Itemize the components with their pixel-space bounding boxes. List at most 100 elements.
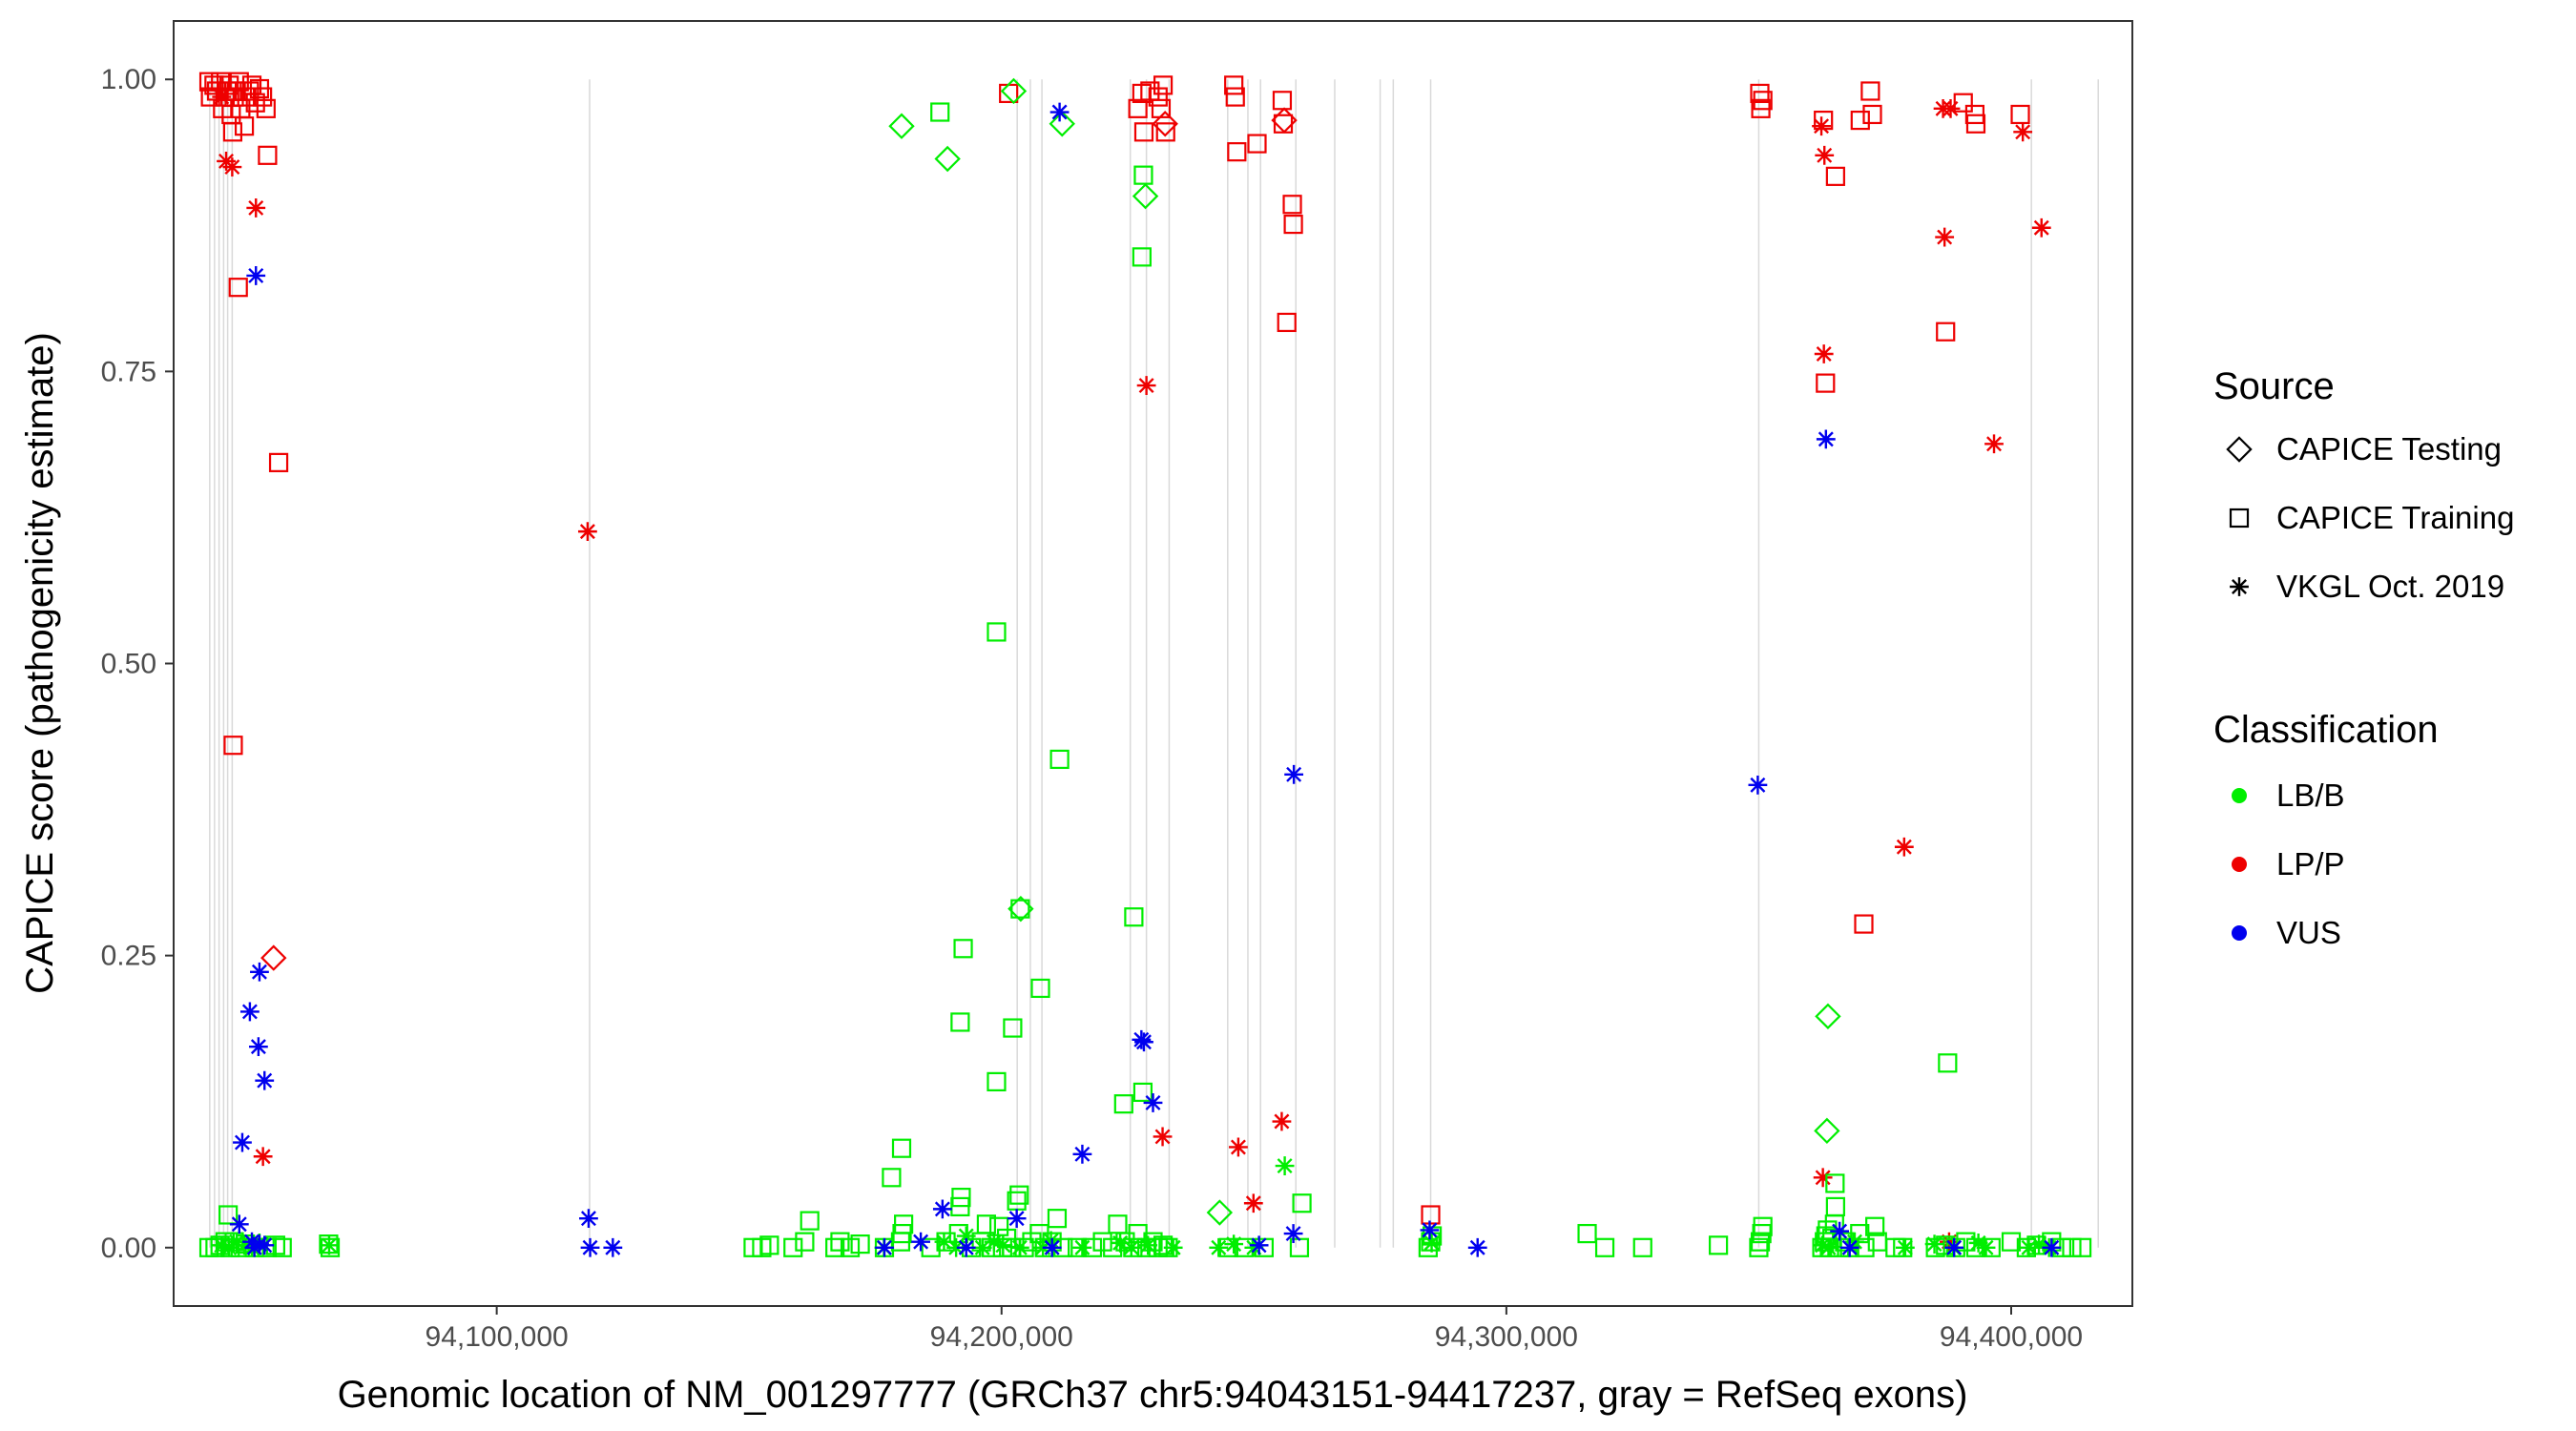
data-point xyxy=(1816,429,1836,449)
data-point xyxy=(239,81,260,101)
data-point xyxy=(1132,1082,1153,1103)
data-point xyxy=(850,1234,870,1255)
data-point xyxy=(256,98,276,118)
y-axis: 0.00 0.25 0.50 0.75 1.00 xyxy=(101,64,174,1264)
legend-source-items: CAPICE Testing CAPICE Training VKGL Oct. 2… xyxy=(2226,431,2514,604)
data-point xyxy=(1825,1196,1845,1217)
data-point xyxy=(1155,122,1175,142)
data-point xyxy=(2019,1237,2039,1257)
data-point xyxy=(1894,837,1914,857)
data-point xyxy=(1839,1237,1859,1257)
data-point xyxy=(1895,1237,1915,1257)
data-point xyxy=(1275,1156,1295,1175)
data-point xyxy=(1249,1235,1269,1255)
data-point xyxy=(1284,764,1304,784)
data-point xyxy=(1271,107,1298,134)
data-point xyxy=(1272,1111,1292,1131)
data-point xyxy=(1121,1237,1141,1257)
data-point xyxy=(1830,1221,1850,1241)
data-point xyxy=(1209,1237,1229,1257)
x-tick-label: 94,100,000 xyxy=(426,1321,569,1353)
data-point xyxy=(1814,1117,1840,1145)
data-point xyxy=(2010,104,2030,125)
data-point xyxy=(1749,1237,1769,1257)
data-point xyxy=(1854,914,1874,934)
data-point xyxy=(1277,312,1297,333)
data-point xyxy=(1594,1237,1615,1257)
data-point xyxy=(1049,102,1070,122)
data-point xyxy=(1244,1237,1264,1257)
legend-source-label: CAPICE Testing xyxy=(2276,431,2502,467)
data-point xyxy=(1815,145,1835,165)
data-point xyxy=(1009,1237,1029,1257)
y-tick-label: 0.25 xyxy=(101,941,156,972)
series-lp-p-vkgl-oct-2019 xyxy=(212,87,2051,1252)
data-point xyxy=(911,1232,931,1252)
data-point xyxy=(976,1214,996,1234)
data-point xyxy=(1148,87,1168,107)
y-axis-title: CAPICE score (pathogenicity estimate) xyxy=(19,332,61,994)
data-point xyxy=(1632,1237,1652,1257)
legend-key-diamond xyxy=(2226,436,2253,463)
data-point xyxy=(1225,87,1245,107)
data-point xyxy=(1224,1234,1244,1254)
data-point xyxy=(246,198,266,218)
data-point xyxy=(951,1188,971,1208)
data-point xyxy=(1862,104,1882,125)
data-point xyxy=(1814,344,1834,363)
data-point xyxy=(1283,1224,1303,1243)
data-point xyxy=(212,87,232,107)
data-point xyxy=(875,1237,894,1257)
data-point xyxy=(227,1232,247,1252)
legend-key-dot xyxy=(2232,788,2247,803)
data-point xyxy=(1753,91,1773,111)
data-point xyxy=(1007,1209,1027,1229)
data-point xyxy=(1944,1237,1964,1257)
data-point xyxy=(2013,122,2033,142)
data-point xyxy=(987,622,1007,642)
data-point xyxy=(1282,195,1302,215)
data-point xyxy=(830,1232,850,1252)
data-point xyxy=(320,1235,339,1255)
data-point xyxy=(1750,83,1770,104)
data-point xyxy=(2071,1237,2092,1257)
data-point xyxy=(1124,907,1144,927)
data-point xyxy=(228,278,248,298)
y-tick-label: 0.75 xyxy=(101,356,156,387)
data-point xyxy=(1272,91,1293,111)
data-point xyxy=(950,1012,970,1032)
y-tick-label: 1.00 xyxy=(101,64,156,95)
data-point xyxy=(1000,77,1028,105)
data-point xyxy=(934,145,961,173)
data-point xyxy=(219,1237,239,1257)
data-point xyxy=(930,102,950,122)
data-point xyxy=(888,113,915,139)
data-point xyxy=(239,1002,260,1022)
legend-source-label: CAPICE Training xyxy=(2276,500,2514,535)
data-point xyxy=(1229,1137,1248,1157)
data-point xyxy=(1128,98,1148,118)
data-point xyxy=(1132,247,1152,267)
data-point xyxy=(1292,1193,1312,1213)
legend-class-label: LP/P xyxy=(2276,846,2345,881)
data-point xyxy=(2029,1234,2049,1254)
legend-source-title: Source xyxy=(2213,365,2335,407)
data-point xyxy=(579,1209,598,1229)
legend-key-asterisk xyxy=(2230,577,2249,596)
data-point xyxy=(219,75,239,95)
data-point xyxy=(1936,321,1956,342)
data-point xyxy=(1072,1237,1092,1257)
data-point xyxy=(1113,1094,1133,1114)
data-point xyxy=(1143,1093,1163,1112)
data-point xyxy=(1072,1144,1092,1164)
x-tick-label: 94,400,000 xyxy=(1940,1321,2083,1353)
data-point xyxy=(272,1237,292,1257)
data-point xyxy=(1813,1235,1833,1255)
data-point xyxy=(580,1237,600,1257)
data-point xyxy=(1956,1232,1976,1252)
data-point xyxy=(255,1235,275,1255)
data-point xyxy=(1816,373,1836,393)
data-point xyxy=(603,1237,623,1257)
data-point xyxy=(2062,1237,2082,1257)
